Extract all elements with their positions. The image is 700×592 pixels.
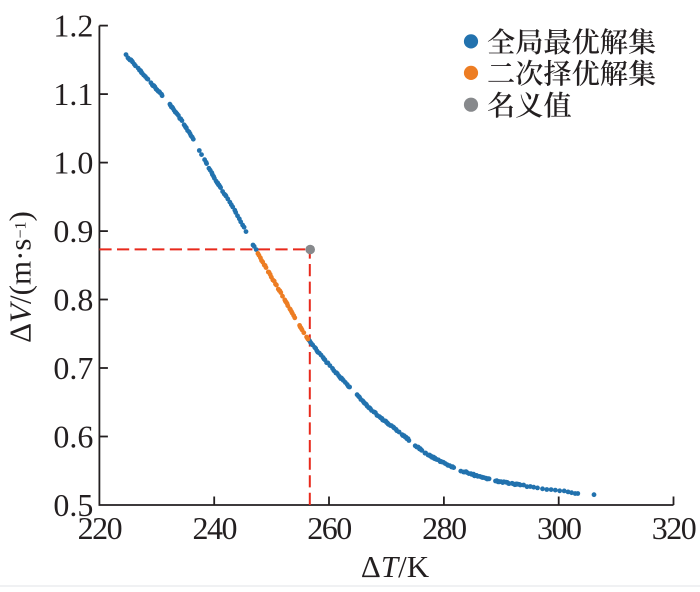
svg-text:0.6: 0.6 [53,419,93,455]
svg-text:0.7: 0.7 [53,350,93,386]
svg-text:0.9: 0.9 [53,213,93,249]
svg-text:280: 280 [422,510,466,546]
svg-text:260: 260 [307,510,351,546]
svg-text:0.5: 0.5 [53,487,93,523]
svg-text:0.8: 0.8 [53,282,93,318]
svg-text:1.0: 1.0 [53,145,93,181]
svg-text:1.1: 1.1 [53,76,93,112]
svg-text:ΔT/K: ΔT/K [361,549,430,584]
svg-text:220: 220 [78,510,122,546]
svg-text:1.2: 1.2 [53,8,93,44]
svg-text:300: 300 [537,510,581,546]
svg-text:240: 240 [192,510,236,546]
svg-text:320: 320 [652,510,696,546]
